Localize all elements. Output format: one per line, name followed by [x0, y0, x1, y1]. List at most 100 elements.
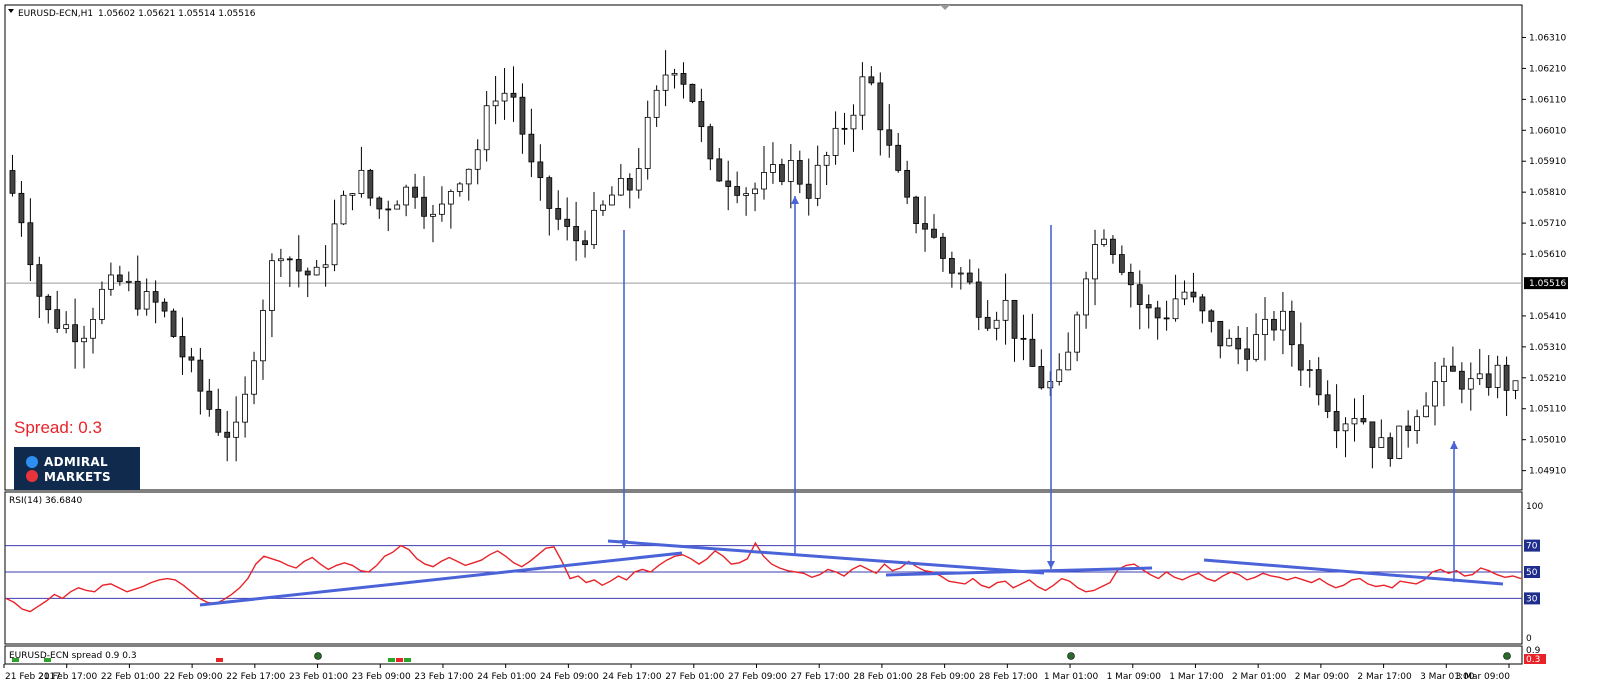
candle-body — [1288, 310, 1295, 346]
spread-dot-icon — [314, 652, 322, 660]
candle-body — [1342, 423, 1349, 432]
candle-body — [456, 183, 463, 192]
candle-body — [1208, 310, 1215, 322]
logo-text-line2: MARKETS — [44, 470, 111, 484]
price-label: 1.04910 — [1529, 467, 1566, 477]
candle-body — [591, 209, 597, 246]
candle-body — [1369, 421, 1376, 448]
rsi-level-box — [1524, 566, 1540, 578]
candle-body — [197, 359, 204, 392]
candle-body — [1396, 425, 1403, 459]
spread-marker — [404, 658, 411, 662]
candle-body — [582, 240, 588, 246]
candle-body — [412, 186, 418, 198]
candle-body — [1083, 278, 1089, 316]
time-label: 2 Mar 17:00 — [1357, 672, 1412, 682]
candle-body — [1387, 437, 1394, 459]
candle-body — [1432, 381, 1438, 407]
candle-body — [179, 336, 186, 358]
price-label: 1.05210 — [1529, 374, 1566, 384]
candle-body — [9, 170, 16, 194]
rsi-trendline — [885, 566, 1153, 577]
time-label: 23 Feb 09:00 — [352, 672, 411, 682]
time-label: 21 Feb 17:00 — [38, 672, 97, 682]
candle-body — [313, 266, 320, 276]
candle-body — [1002, 299, 1009, 321]
time-label: 22 Feb 09:00 — [164, 672, 223, 682]
candle-body — [1512, 380, 1519, 391]
candle-body — [81, 337, 87, 343]
candle-body — [215, 408, 222, 433]
candle-body — [1351, 418, 1358, 425]
candle-body — [439, 203, 445, 215]
candle-body — [653, 89, 660, 118]
candle-body — [1235, 337, 1242, 350]
candle-body — [850, 114, 857, 130]
candle-body — [931, 228, 937, 238]
candle-body — [519, 96, 526, 135]
candle-body — [394, 204, 401, 210]
candle-body — [1136, 284, 1143, 305]
rsi-header: RSI(14) 36.6840 — [9, 496, 82, 506]
candle-body — [743, 193, 750, 196]
chart-ohlc: 1.05602 1.05621 1.05514 1.05516 — [98, 9, 256, 19]
candle-body — [1110, 238, 1116, 255]
candle-body — [152, 291, 159, 303]
candle-body — [1020, 337, 1027, 340]
time-label: 2 Mar 01:00 — [1232, 672, 1287, 682]
candle-body — [600, 204, 606, 211]
candle-body — [1467, 378, 1474, 390]
time-label: 1 Mar 17:00 — [1169, 672, 1224, 682]
candle-body — [904, 170, 911, 198]
candle-body — [698, 101, 705, 128]
price-label: 1.06310 — [1529, 33, 1566, 43]
time-label: 24 Feb 17:00 — [603, 672, 662, 682]
time-label: 28 Feb 17:00 — [979, 672, 1038, 682]
rsi-level-box — [1524, 592, 1540, 605]
candle-body — [188, 356, 195, 361]
candle-body — [1226, 337, 1233, 347]
candle-body — [242, 393, 248, 423]
candle-body — [1011, 299, 1018, 339]
current-price-label: 1.05516 — [1529, 279, 1566, 289]
candle-body — [1181, 291, 1188, 300]
candle-body — [295, 259, 302, 272]
price-label: 1.06110 — [1529, 95, 1566, 105]
candle-body — [841, 127, 848, 130]
time-label: 3 Mar 09:00 — [1456, 672, 1511, 682]
rsi-level-label: 50 — [1526, 568, 1538, 578]
candle-body — [787, 160, 794, 182]
candle-body — [260, 310, 266, 362]
candle-body — [331, 223, 338, 266]
candle-body — [1074, 314, 1081, 353]
spread-dot-icon — [1503, 652, 1511, 660]
candle-body — [1315, 369, 1322, 396]
candle-body — [975, 281, 982, 318]
candle-body — [832, 127, 839, 156]
candle-body — [1190, 291, 1197, 298]
candle-body — [752, 188, 758, 195]
spread-marker — [388, 658, 395, 662]
rsi-trendline — [199, 551, 683, 607]
candle-body — [1217, 320, 1224, 347]
time-label: 21 Feb 2017 — [5, 672, 61, 682]
candle-body — [609, 194, 615, 206]
rsi-line — [5, 541, 1522, 613]
candle-body — [18, 192, 25, 224]
candle-body — [940, 236, 946, 259]
spread-marker — [12, 658, 19, 662]
candle-body — [107, 274, 114, 290]
candle-body — [492, 100, 499, 107]
candle-body — [1118, 254, 1125, 273]
time-label: 1 Mar 01:00 — [1044, 672, 1099, 682]
spread-marker — [44, 658, 51, 662]
candle-body — [770, 164, 776, 173]
candle-body — [546, 177, 553, 209]
candle-body — [984, 316, 991, 329]
candle-body — [421, 196, 427, 217]
candle-body — [1127, 271, 1134, 286]
price-label: 1.05010 — [1529, 436, 1566, 446]
candle-body — [1449, 365, 1456, 372]
candle-body — [1065, 351, 1072, 371]
